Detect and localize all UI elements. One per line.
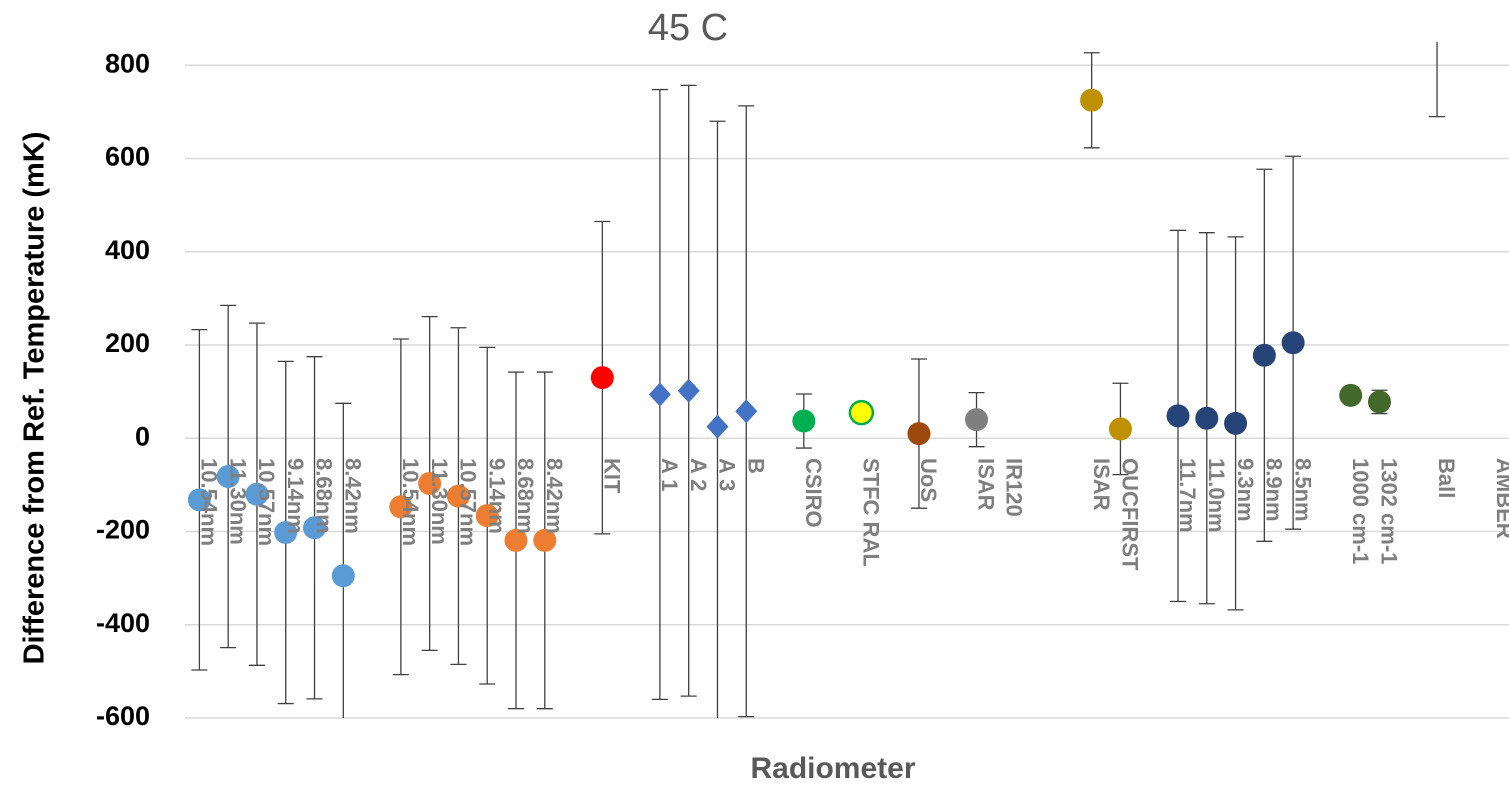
x-tick-label: KIT xyxy=(600,458,625,494)
data-point xyxy=(504,528,528,552)
y-tick-label: 400 xyxy=(105,235,150,265)
x-tick-label: 8.5nm xyxy=(1290,458,1315,522)
x-tick-label: 8.42nm xyxy=(542,458,567,534)
grid: -600 -400 -200 0 200 400 600 800 xyxy=(96,48,1509,731)
x-tick-label: 10.54nm xyxy=(398,458,423,546)
x-tick-label: AMBER xyxy=(1492,458,1509,539)
x-tick-label: ISAR xyxy=(1089,458,1114,511)
y-tick-label: -600 xyxy=(96,701,150,731)
x-tick-label: 10.57nm xyxy=(254,458,279,546)
x-tick-label: STFC RAL xyxy=(859,458,884,567)
x-tick-label: UoS xyxy=(916,458,941,502)
x-tick-label: B xyxy=(743,458,768,474)
x-tick-label: A 2 xyxy=(686,458,711,491)
x-tick-label: 1000 cm-1 xyxy=(1348,458,1373,564)
category-labels: 10.54nm 11.30nm 10.57nm 9.14nm 8.68nm 8.42nm 1… xyxy=(197,458,1509,571)
data-point xyxy=(907,422,931,446)
data-point xyxy=(1281,331,1305,355)
data-point xyxy=(216,465,240,489)
data-point xyxy=(475,504,499,528)
data-point xyxy=(1080,88,1104,112)
x-tick-label: 9.3nm xyxy=(1233,458,1258,522)
x-tick-label: CSIRO xyxy=(801,458,826,528)
data-point xyxy=(446,484,470,508)
y-tick-label: 0 xyxy=(135,421,150,451)
data-point xyxy=(1339,383,1363,407)
y-axis-title: Difference from Ref. Temperature (mK) xyxy=(19,132,51,665)
x-tick-label: OUCFIRST xyxy=(1118,458,1143,571)
x-tick-label: 9.14nm xyxy=(484,458,509,534)
x-tick-label: 8.68nm xyxy=(312,458,337,534)
data-point xyxy=(590,366,614,390)
x-tick-label: 8.42nm xyxy=(340,458,365,534)
x-tick-label: 11.30nm xyxy=(427,458,452,545)
data-point xyxy=(1426,7,1449,30)
y-tick-label: -200 xyxy=(96,515,150,545)
x-tick-label: 1302 cm-1 xyxy=(1377,458,1402,564)
chart-title: 45 C xyxy=(648,7,728,49)
data-point xyxy=(331,564,355,588)
x-tick-label: 10.57nm xyxy=(456,458,481,546)
x-tick-label: 10.54nm xyxy=(197,458,222,546)
data-point xyxy=(187,488,211,512)
data-point xyxy=(792,409,816,433)
data-point xyxy=(274,520,298,544)
x-tick-label: Ball xyxy=(1434,458,1459,498)
data-point xyxy=(1166,404,1190,428)
data-point xyxy=(735,399,758,424)
y-tick-label: 200 xyxy=(105,328,150,358)
data-point xyxy=(533,528,557,552)
data-point xyxy=(1108,417,1132,441)
data-point xyxy=(677,378,700,403)
x-tick-label: ISAR IR120 xyxy=(974,458,1027,517)
data-point xyxy=(1252,343,1276,367)
x-tick-label: A 1 xyxy=(657,458,682,491)
x-tick-label: 11.7nm xyxy=(1175,458,1200,533)
data-point xyxy=(1367,390,1391,414)
x-tick-label: A 3 xyxy=(715,458,740,491)
y-tick-label: 800 xyxy=(105,48,150,78)
y-tick-label: -400 xyxy=(96,608,150,638)
x-tick-label: 11.30nm xyxy=(225,458,250,545)
y-tick-label: 600 xyxy=(105,142,150,172)
data-point xyxy=(648,382,671,407)
data-point xyxy=(389,495,413,519)
data-point xyxy=(303,516,327,540)
x-tick-label: 8.9nm xyxy=(1262,458,1287,522)
x-tick-label: 9.14nm xyxy=(283,458,308,534)
data-point xyxy=(418,471,442,495)
data-point xyxy=(706,414,729,439)
data-point xyxy=(965,408,989,432)
x-tick-label: 11.0nm xyxy=(1204,458,1229,533)
data-point xyxy=(848,399,875,426)
data-point xyxy=(1195,406,1219,430)
data-point xyxy=(1224,411,1248,435)
data-point xyxy=(245,482,269,506)
x-tick-label: 8.68nm xyxy=(513,458,538,534)
plot-area xyxy=(187,7,1449,718)
x-axis-title: Radiometer xyxy=(750,752,915,785)
